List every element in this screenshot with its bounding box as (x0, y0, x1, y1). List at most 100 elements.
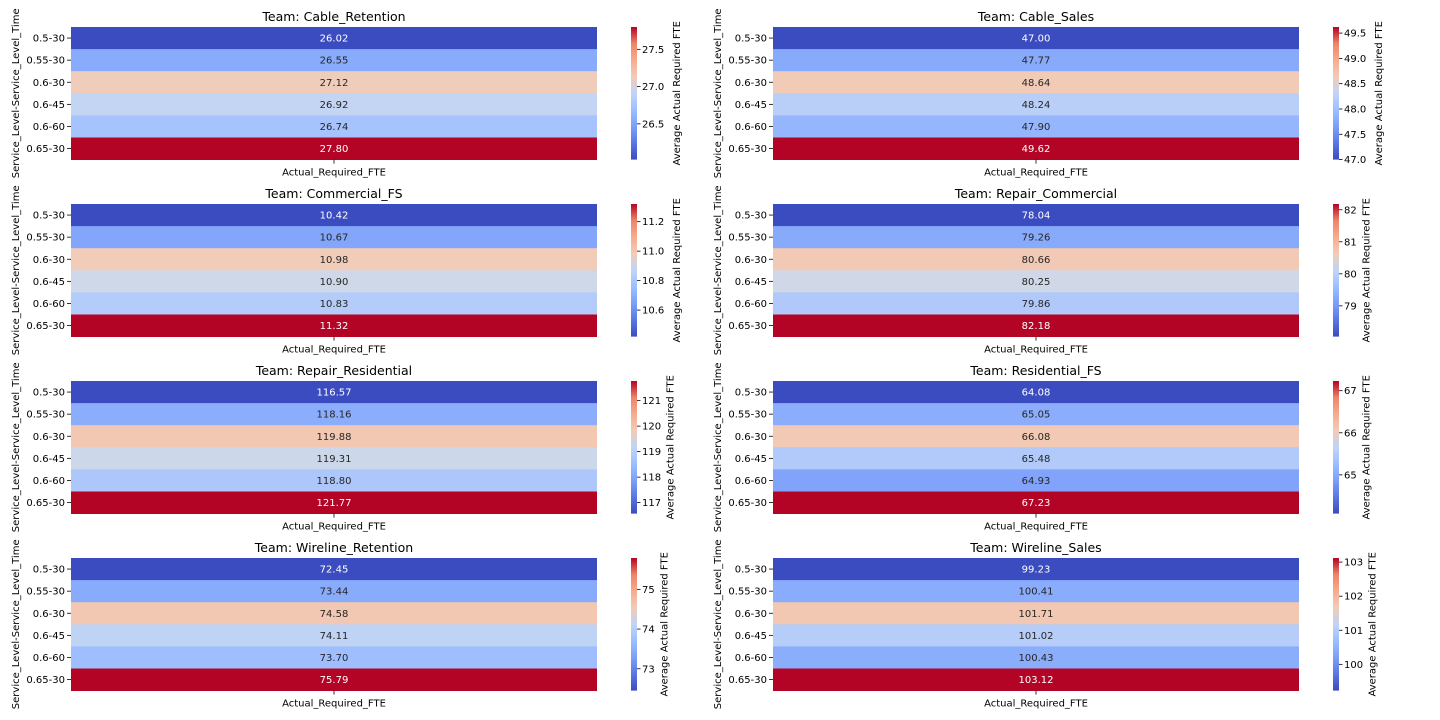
heatmap-cell (773, 115, 1299, 138)
cell-value-label: 26.92 (320, 100, 349, 111)
heatmap-cell (71, 580, 597, 603)
cell-value-label: 26.02 (320, 34, 349, 45)
y-tick-label: 0.6-30 (33, 432, 65, 443)
colorbar-tick-label: 102 (1344, 592, 1363, 603)
y-tick-label: 0.55-30 (728, 587, 767, 598)
panel-title: Team: Wireline_Retention (254, 540, 413, 555)
y-tick-label: 0.6-60 (33, 476, 65, 487)
panel-title: Team: Repair_Residential (255, 363, 412, 378)
y-tick-label: 0.6-45 (735, 631, 767, 642)
heatmap-cell (773, 248, 1299, 271)
heatmap-cell (773, 49, 1299, 72)
heatmap-cell (773, 270, 1299, 293)
colorbar (1333, 204, 1339, 337)
y-axis-label: Service_Level-Service_Level_Time (11, 539, 22, 709)
cell-value-label: 48.24 (1022, 100, 1051, 111)
colorbar-label: Average Actual Required FTE (659, 552, 670, 696)
heatmap-cell (71, 248, 597, 271)
colorbar (1333, 27, 1339, 160)
colorbar-tick-label: 67 (1344, 386, 1357, 397)
colorbar-tick-label: 49.0 (1344, 54, 1366, 65)
colorbar-tick-label: 10.6 (642, 306, 664, 317)
y-tick-label: 0.6-60 (735, 122, 767, 133)
colorbar-tick-label: 82 (1344, 205, 1357, 216)
x-tick-label: Actual_Required_FTE (282, 699, 386, 710)
colorbar-tick-label: 11.2 (642, 217, 664, 228)
y-tick-label: 0.6-45 (735, 100, 767, 111)
cell-value-label: 75.79 (320, 675, 349, 686)
cell-value-label: 121.77 (317, 498, 352, 509)
colorbar-tick-label: 75 (642, 585, 655, 596)
heatmap-cell (773, 403, 1299, 426)
colorbar-tick-label: 121 (642, 396, 661, 407)
y-tick-label: 0.65-30 (26, 321, 65, 332)
heatmap-cell (773, 314, 1299, 337)
y-tick-label: 0.6-60 (735, 299, 767, 310)
x-tick-label: Actual_Required_FTE (984, 168, 1088, 179)
cell-value-label: 101.02 (1019, 631, 1054, 642)
heatmap-panel: Team: Cable_Sales 47.00 0.5-30 47.77 0.55-30… (713, 8, 1385, 178)
y-tick-label: 0.6-45 (735, 277, 767, 288)
heatmap-cell (71, 491, 597, 514)
heatmap-panel: Team: Cable_Retention 26.02 0.5-30 26.55 0.5… (11, 8, 683, 178)
panel-title: Team: Cable_Sales (977, 9, 1094, 24)
y-axis-label: Service_Level-Service_Level_Time (713, 539, 724, 709)
x-tick-label: Actual_Required_FTE (984, 522, 1088, 533)
cell-value-label: 11.32 (320, 321, 349, 332)
colorbar-tick-label: 119 (642, 447, 661, 458)
cell-value-label: 72.45 (320, 565, 349, 576)
cell-value-label: 27.80 (320, 144, 349, 155)
y-axis-label: Service_Level-Service_Level_Time (713, 8, 724, 178)
heatmap-cell (71, 137, 597, 160)
cell-value-label: 74.11 (320, 631, 349, 642)
heatmap-cell (71, 403, 597, 426)
heatmap-panel: Team: Commercial_FS 10.42 0.5-30 10.67 0.55-… (11, 185, 683, 355)
y-axis-label: Service_Level-Service_Level_Time (11, 362, 22, 532)
cell-value-label: 10.42 (320, 211, 349, 222)
y-tick-label: 0.6-45 (33, 631, 65, 642)
y-tick-label: 0.5-30 (735, 34, 767, 45)
colorbar-tick-label: 48.5 (1344, 79, 1366, 90)
y-tick-label: 0.5-30 (735, 388, 767, 399)
heatmap-cell (71, 381, 597, 404)
y-tick-label: 0.6-60 (33, 122, 65, 133)
y-tick-label: 0.55-30 (26, 587, 65, 598)
colorbar-tick-label: 27.5 (642, 45, 664, 56)
heatmap-cell (773, 27, 1299, 50)
heatmap-cell (773, 226, 1299, 249)
colorbar-tick-label: 103 (1344, 558, 1363, 569)
colorbar-label: Average Actual Required FTE (666, 375, 677, 519)
cell-value-label: 10.83 (320, 299, 349, 310)
y-tick-label: 0.6-60 (735, 476, 767, 487)
cell-value-label: 118.80 (317, 476, 352, 487)
heatmap-cell (71, 425, 597, 448)
cell-value-label: 73.70 (320, 653, 349, 664)
colorbar-tick-label: 47.5 (1344, 130, 1366, 141)
y-axis-label: Service_Level-Service_Level_Time (11, 185, 22, 355)
y-axis-label: Service_Level-Service_Level_Time (713, 362, 724, 532)
cell-value-label: 100.43 (1019, 653, 1054, 664)
y-tick-label: 0.6-60 (33, 653, 65, 664)
cell-value-label: 119.31 (317, 454, 352, 465)
y-tick-label: 0.5-30 (33, 211, 65, 222)
cell-value-label: 48.64 (1022, 78, 1051, 89)
heatmap-cell (773, 580, 1299, 603)
heatmap-cell (773, 71, 1299, 94)
heatmap-cell (71, 646, 597, 669)
y-tick-label: 0.6-30 (735, 255, 767, 266)
colorbar-tick-label: 26.5 (642, 119, 664, 130)
heatmap-cell (71, 115, 597, 138)
y-tick-label: 0.5-30 (33, 34, 65, 45)
heatmap-panel: Team: Wireline_Sales 99.23 0.5-30 100.41 0.5… (713, 539, 1379, 709)
y-tick-label: 0.5-30 (735, 211, 767, 222)
colorbar (1333, 558, 1339, 691)
y-tick-label: 0.6-30 (33, 78, 65, 89)
colorbar-label: Average Actual Required FTE (672, 198, 683, 342)
heatmap-cell (773, 558, 1299, 581)
cell-value-label: 26.55 (320, 56, 349, 67)
heatmap-cell (773, 602, 1299, 625)
heatmap-cell (71, 71, 597, 94)
cell-value-label: 116.57 (317, 388, 352, 399)
cell-value-label: 27.12 (320, 78, 349, 89)
